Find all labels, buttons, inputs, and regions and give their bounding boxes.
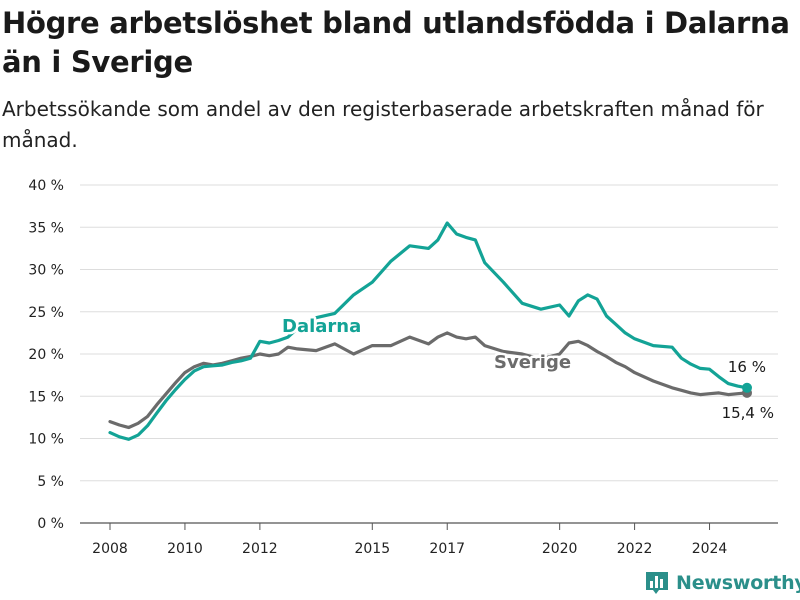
- series-lines: [108, 221, 752, 441]
- series-label-dalarna: Dalarna: [282, 316, 361, 337]
- y-tick-label: 5 %: [37, 474, 64, 490]
- y-tick-label: 40 %: [28, 178, 64, 194]
- x-tick-label: 2017: [429, 541, 465, 557]
- x-tick-label: 2008: [92, 541, 128, 557]
- series-labels: Dalarna Sverige 16 % 15,4 %: [280, 314, 775, 423]
- series-line-sverige: [108, 331, 749, 430]
- newsworthy-logo: Newsworthy: [644, 570, 800, 596]
- y-axis-tick-labels: 0 % 5 % 10 % 15 % 20 % 25 % 30 % 35 % 40 %: [28, 178, 64, 532]
- brand-name: Newsworthy: [676, 572, 800, 594]
- end-point-dalarna: [742, 382, 752, 393]
- grid-lines: [80, 184, 778, 524]
- y-tick-label: 20 %: [28, 347, 64, 363]
- bar-chart-icon: [646, 572, 668, 594]
- y-tick-label: 0 %: [37, 516, 64, 532]
- chart-title: Högre arbetslöshet bland utlandsfödda i …: [2, 6, 790, 79]
- y-tick-label: 25 %: [28, 305, 64, 321]
- series-label-sverige: Sverige: [494, 352, 571, 373]
- x-tick-label: 2024: [692, 541, 728, 557]
- chart-subtitle: Arbetssökande som andel av den registerb…: [2, 97, 764, 152]
- x-tick-label: 2010: [167, 541, 203, 557]
- x-tick-label: 2022: [617, 541, 653, 557]
- y-tick-label: 10 %: [28, 432, 64, 448]
- y-tick-label: 30 %: [28, 263, 64, 279]
- x-axis: 2008 2010 2012 2015 2017 2020 2022 2024: [92, 523, 727, 557]
- y-tick-label: 35 %: [28, 220, 64, 236]
- end-label-dalarna: 16 %: [728, 358, 766, 376]
- x-tick-label: 2012: [242, 541, 278, 557]
- y-tick-label: 15 %: [28, 389, 64, 405]
- x-tick-label: 2020: [542, 541, 578, 557]
- x-tick-label: 2015: [354, 541, 390, 557]
- series-line-dalarna: [108, 221, 749, 441]
- end-label-sverige: 15,4 %: [722, 404, 774, 422]
